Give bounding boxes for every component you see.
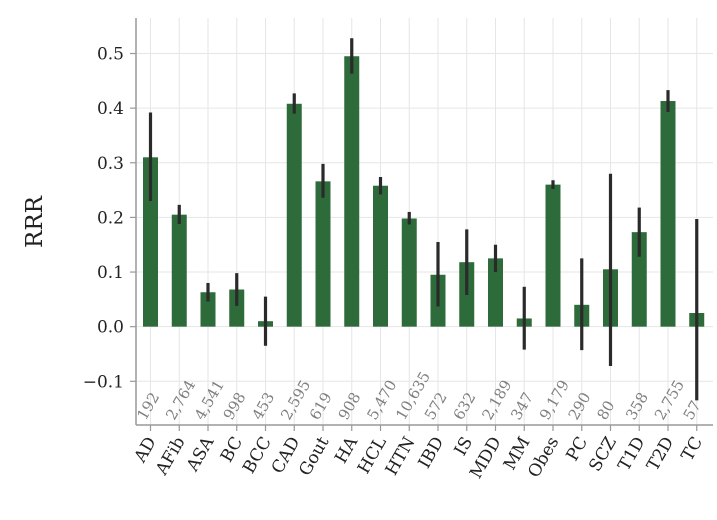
bar-CAD bbox=[286, 103, 302, 327]
bar-HCL bbox=[373, 185, 388, 327]
y-tick-label: 0.0 bbox=[97, 318, 124, 338]
count-label-HA: 908 bbox=[335, 389, 365, 423]
x-tick-label-Obes: Obes bbox=[524, 434, 563, 482]
bar-ASA bbox=[200, 292, 216, 327]
x-tick-label-SCZ: SCZ bbox=[585, 433, 621, 475]
x-tick-label-ASA: ASA bbox=[182, 433, 218, 476]
bar-T2D bbox=[660, 101, 676, 327]
axis-layer bbox=[135, 18, 713, 426]
count-label-BCC: 453 bbox=[248, 389, 278, 423]
bar-layer bbox=[143, 56, 705, 327]
grid-layer bbox=[136, 18, 713, 425]
bar-AD bbox=[143, 157, 158, 327]
count-label-AD: 192 bbox=[133, 389, 163, 423]
bar-AFib bbox=[171, 214, 187, 327]
y-tick-label: 0.3 bbox=[97, 154, 124, 174]
x-tick-label-IBD: IBD bbox=[415, 434, 449, 472]
y-tick-label: 0.2 bbox=[97, 208, 124, 228]
count-label-MM: 347 bbox=[507, 389, 537, 423]
count-label-PC: 290 bbox=[565, 389, 595, 423]
x-tick-label-T1D: T1D bbox=[614, 434, 649, 475]
count-label-IBD: 572 bbox=[421, 389, 451, 423]
x-tick-label-T2D: T2D bbox=[643, 434, 678, 475]
x-tick-label-Gout: Gout bbox=[295, 433, 333, 479]
bar-BC bbox=[229, 289, 245, 327]
y-tick-label: −0.1 bbox=[83, 372, 124, 392]
x-tick-label-AFib: AFib bbox=[152, 433, 190, 479]
y-tick-label: 0.1 bbox=[97, 263, 124, 283]
count-label-Gout: 619 bbox=[306, 389, 336, 423]
bar-Obes bbox=[545, 184, 561, 327]
bar-T1D bbox=[631, 232, 647, 327]
count-label-BC: 998 bbox=[220, 389, 250, 423]
x-tick-label-BCC: BCC bbox=[239, 434, 276, 478]
count-label-T1D: 358 bbox=[622, 389, 652, 423]
count-label-layer: 1922,7644,5419984532,5956199085,47010,63… bbox=[133, 369, 704, 423]
count-label-IS: 632 bbox=[450, 389, 480, 423]
bar-HTN bbox=[401, 218, 417, 327]
error-bar-layer bbox=[148, 38, 699, 401]
count-label-SCZ: 80 bbox=[593, 397, 618, 423]
bar-Gout bbox=[315, 181, 331, 327]
count-label-TC: 57 bbox=[680, 397, 705, 423]
y-tick-label: 0.5 bbox=[97, 45, 124, 65]
y-tick-label: 0.4 bbox=[97, 99, 124, 119]
x-tick-label-HTN: HTN bbox=[382, 433, 420, 479]
bar-HA bbox=[344, 56, 360, 327]
y-axis-title: RRR bbox=[22, 195, 48, 248]
bar-MDD bbox=[488, 258, 503, 327]
x-tick-label-TC: TC bbox=[678, 434, 708, 465]
y-tick-layer: −0.1 0.0 0.1 0.2 0.3 0.4 0.5 bbox=[83, 45, 136, 392]
x-tick-label-IS: IS bbox=[451, 434, 478, 460]
